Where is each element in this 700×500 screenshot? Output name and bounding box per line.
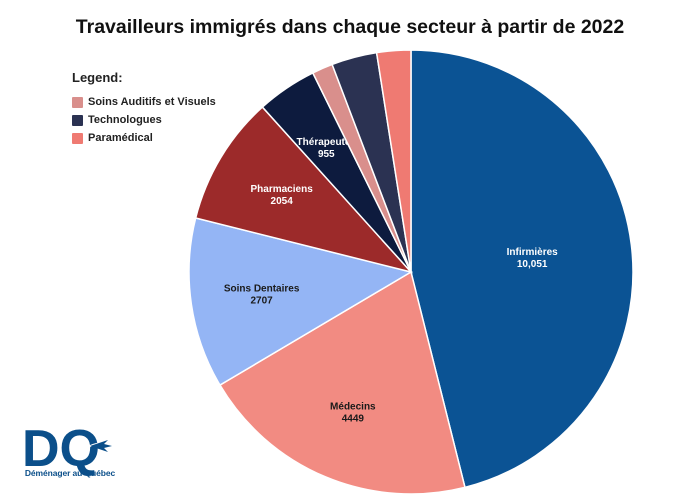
legend-items: Soins Auditifs et Visuels Technologues Par… (72, 93, 216, 147)
chart-title: Travailleurs immigrés dans chaque secteu… (75, 16, 625, 38)
pie-slice-medecins (218, 270, 466, 495)
legend-title: Legend: (72, 70, 123, 85)
legend: Legend: Soins Auditifs et Visuels Technol… (72, 70, 216, 147)
legend-label: Technologues (88, 114, 162, 126)
pie-slice-soins-dentaires (188, 217, 413, 387)
legend-label: Paramédical (88, 132, 153, 144)
slice-label-therapeutes: Thérapeutes (297, 137, 357, 148)
slice-value-soins-dentaires: 2707 (250, 296, 273, 307)
pie-slice-paramedical (375, 49, 412, 273)
legend-swatch (72, 114, 83, 126)
pie-slice-infirmieres (410, 49, 634, 489)
legend-item: Paramédical (72, 129, 216, 147)
pie-slice-pharmaciens (194, 106, 414, 274)
slice-label-pharmaciens: Pharmaciens (251, 184, 314, 195)
slice-value-medecins: 4449 (342, 413, 365, 424)
legend-swatch (72, 132, 83, 144)
legend-label: Soins Auditifs et Visuels (88, 96, 216, 108)
slice-label-infirmieres: Infirmières (507, 247, 559, 258)
slice-value-infirmieres: 10,051 (517, 259, 548, 270)
logo-letters: DQ (22, 420, 100, 478)
logo-plane-icon (90, 440, 112, 452)
slice-label-medecins: Médecins (330, 401, 376, 412)
slice-value-pharmaciens: 2054 (271, 196, 294, 207)
slice-label-soins-dentaires: Soins Dentaires (224, 284, 300, 295)
slice-value-therapeutes: 955 (318, 149, 335, 160)
legend-item: Technologues (72, 111, 216, 129)
legend-item: Soins Auditifs et Visuels (72, 93, 216, 111)
logo: DQ (22, 420, 117, 478)
logo-tagline: Déménager au Québec (24, 468, 116, 478)
legend-swatch (72, 96, 83, 108)
